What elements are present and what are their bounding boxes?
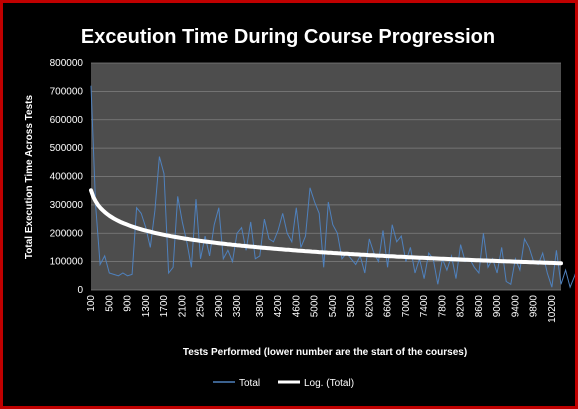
x-tick-label: 10200 [547,295,558,323]
y-tick-label: 100000 [50,257,84,268]
y-tick-label: 300000 [50,200,84,211]
x-tick-label: 6600 [383,295,394,318]
y-axis-ticks: 0 100000 200000 300000 400000 500000 600000 700… [50,58,84,296]
x-tick-label: 8600 [474,295,485,318]
series-line-log-total [89,188,563,266]
legend-label-log-total: Log. (Total) [304,378,354,389]
x-tick-label: 4200 [273,295,284,318]
x-tick-label: 9000 [492,295,503,318]
y-axis-title: Total Execution Time Across Tests [24,95,35,260]
y-tick-label: 700000 [50,86,84,97]
x-tick-label: 7800 [437,295,448,318]
x-tick-label: 8200 [456,295,467,318]
x-tick-label: 100 [86,295,97,312]
x-tick-label: 500 [104,295,115,312]
x-axis-ticks: 100 500 900 1300 1700 2100 2500 2900 3300 3800 420… [86,295,558,323]
legend-label-total: Total [239,378,260,389]
x-tick-label: 7000 [401,295,412,318]
x-tick-label: 5800 [346,295,357,318]
y-tick-label: 0 [77,285,83,296]
x-tick-label: 1300 [141,295,152,318]
y-tick-label: 600000 [50,115,84,126]
y-tick-label: 800000 [50,58,84,69]
x-tick-label: 9800 [529,295,540,318]
x-tick-label: 1700 [159,295,170,318]
x-tick-label: 2900 [214,295,225,318]
x-axis-title: Tests Performed (lower number are the st… [183,347,467,358]
x-tick-label: 4600 [291,295,302,318]
x-tick-label: 7400 [419,295,430,318]
legend: Total Log. (Total) [213,378,354,389]
y-tick-label: 200000 [50,228,84,239]
x-tick-label: 900 [123,295,134,312]
x-tick-label: 2500 [196,295,207,318]
x-tick-label: 5400 [328,295,339,318]
series-line-total [90,85,575,289]
x-tick-label: 6200 [364,295,375,318]
x-tick-label: 3300 [232,295,243,318]
y-tick-label: 400000 [50,172,84,183]
chart-title: Exceution Time During Course Progression [81,26,495,48]
line-chart: Exceution Time During Course Progression… [24,26,575,389]
x-tick-label: 3800 [255,295,266,318]
x-tick-label: 5000 [310,295,321,318]
x-tick-label: 2100 [177,295,188,318]
y-tick-label: 500000 [50,143,84,154]
x-tick-label: 9400 [510,295,521,318]
